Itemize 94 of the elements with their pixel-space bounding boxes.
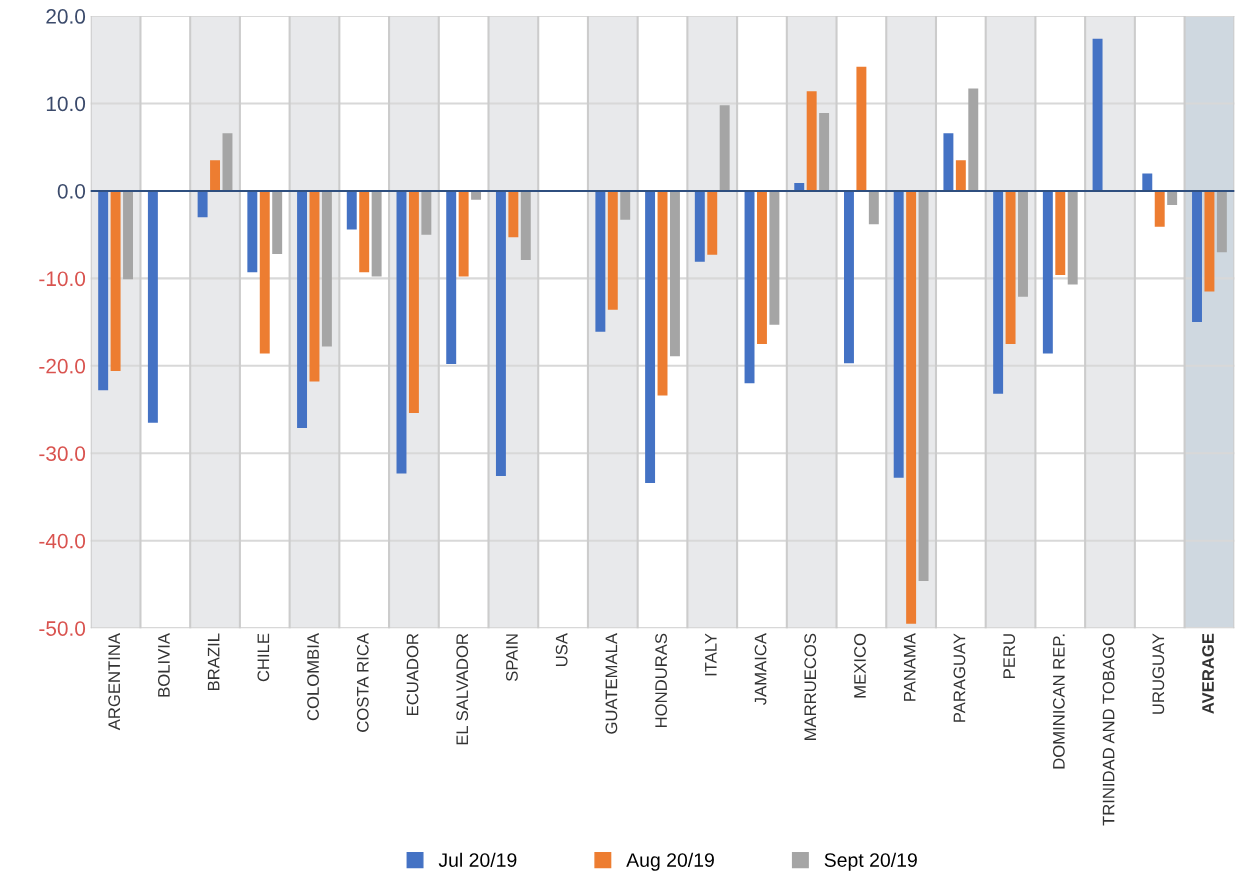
bar [321,190,332,347]
bar [520,190,531,261]
bar [309,190,320,382]
bar [222,133,233,191]
x-tick-label: AVERAGE [1202,633,1214,714]
bar [955,160,966,191]
legend-label: Aug 20/19 [626,852,714,871]
bar [259,190,270,354]
bar [707,190,718,255]
bar [856,66,867,191]
bar [1192,190,1202,323]
x-tick-label: MARRUECOS [804,633,817,740]
bar [272,190,283,254]
bar [1204,190,1215,292]
x-tick-label: PERU [1003,634,1016,678]
bar [1042,190,1053,354]
x-tick-label: PARAGUAY [953,633,966,722]
x-tick-label: PANAMA [903,633,916,701]
x-tick-label: ARGENTINA [108,633,121,731]
x-tick-label: COLOMBIA [307,633,319,721]
legend-label: Jul 20/19 [438,852,517,867]
bar [968,88,979,191]
bar [1154,190,1165,227]
bar [495,190,506,476]
y-tick-label: 0.0 [57,183,86,199]
x-tick-label: ITALY [705,633,717,676]
bar [1216,190,1227,253]
x-tick-label: SPAIN [506,634,518,682]
bar [247,190,258,273]
bar [756,190,767,344]
bar [123,190,133,280]
x-tick-label: TRINIDAD AND TOBAGO [1102,633,1115,826]
legend-label: Sept 20/19 [824,852,917,871]
x-tick-label: BOLIVIA [157,633,170,697]
bar [993,190,1004,394]
bar [421,190,432,235]
x-tick-label: COSTA RICA [356,633,369,732]
bar [359,190,370,273]
x-tick-label: URUGUAY [1152,633,1165,714]
bar [868,190,879,225]
bar [508,190,519,238]
bar [1092,38,1103,191]
bar [893,190,904,478]
y-tick-label: -20.0 [39,358,86,374]
y-tick-label: -50.0 [39,621,86,636]
bar [210,160,221,191]
bar [694,190,705,262]
bar [657,190,668,396]
bar [197,190,208,218]
bar [595,190,606,332]
bar [645,190,656,483]
x-tick-label: ECUADOR [406,633,419,715]
y-tick-label: 20.0 [46,9,86,24]
bar [1167,190,1178,205]
bar [147,190,158,423]
x-tick-label: EL SALVADOR [456,633,469,745]
bar [408,190,419,414]
y-tick-label: -10.0 [39,271,86,287]
x-tick-label: MEXICO [854,633,866,698]
bar [98,190,109,391]
bar [918,190,929,581]
x-tick-label: DOMINICAN REP. [1052,634,1065,769]
bar [1005,190,1016,344]
bar [110,190,121,372]
bar [1067,190,1078,285]
bar [607,190,618,310]
bar [669,190,680,357]
y-tick-label: -40.0 [39,533,86,549]
x-tick-label: BRAZIL [207,633,220,690]
bar [1055,190,1066,275]
bar [446,190,457,365]
bar [744,190,755,384]
x-tick-label: USA [555,633,568,666]
bar [620,190,631,220]
bar [346,190,357,230]
y-tick-label: 10.0 [46,96,86,112]
bar [1018,190,1028,297]
bar [371,190,382,277]
x-tick-label: CHILE [257,633,270,682]
bar [819,113,830,191]
x-tick-label: HONDURAS [655,633,667,728]
y-tick-label: -30.0 [39,446,86,462]
bar [1142,173,1153,191]
bar [844,190,854,364]
bar [943,133,954,191]
bar [458,190,469,277]
x-tick-label: GUATEMALA [605,633,618,734]
bar [769,190,780,325]
bar [297,190,308,428]
bar [806,91,817,191]
bar [396,190,407,474]
x-tick-label: JAMAICA [754,633,767,705]
bar [719,105,730,191]
bar [906,190,917,624]
